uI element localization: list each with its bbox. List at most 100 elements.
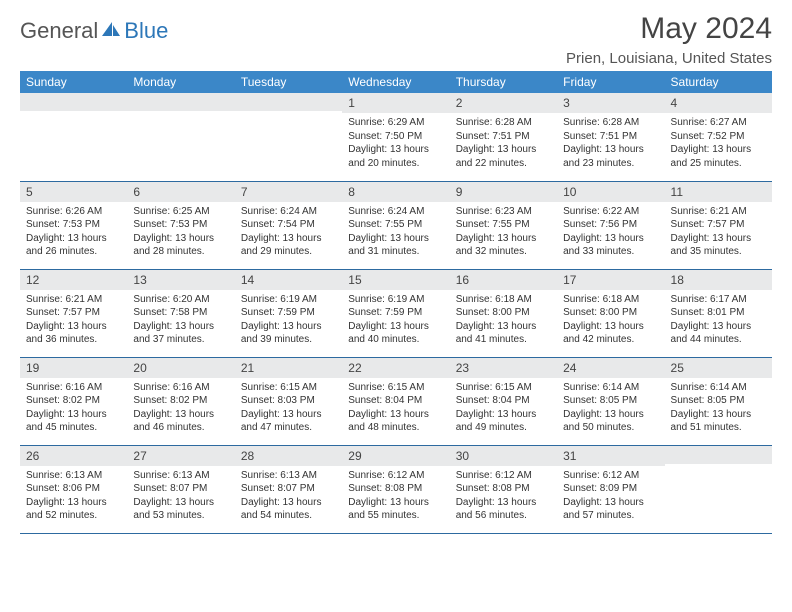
day-content: Sunrise: 6:15 AMSunset: 8:04 PMDaylight:… (450, 378, 557, 441)
day-content: Sunrise: 6:28 AMSunset: 7:51 PMDaylight:… (557, 113, 664, 176)
day-content: Sunrise: 6:25 AMSunset: 7:53 PMDaylight:… (127, 202, 234, 265)
day-content: Sunrise: 6:19 AMSunset: 7:59 PMDaylight:… (235, 290, 342, 353)
sunrise-text: Sunrise: 6:12 AM (563, 469, 658, 483)
day-cell: 5Sunrise: 6:26 AMSunset: 7:53 PMDaylight… (20, 181, 127, 269)
day-content: Sunrise: 6:16 AMSunset: 8:02 PMDaylight:… (127, 378, 234, 441)
day-content: Sunrise: 6:16 AMSunset: 8:02 PMDaylight:… (20, 378, 127, 441)
sunset-text: Sunset: 7:54 PM (241, 218, 336, 232)
logo-sail-icon (100, 20, 122, 43)
day-cell: 17Sunrise: 6:18 AMSunset: 8:00 PMDayligh… (557, 269, 664, 357)
sunrise-text: Sunrise: 6:14 AM (671, 381, 766, 395)
daylight-text-2: and 28 minutes. (133, 245, 228, 259)
daylight-text-1: Daylight: 13 hours (133, 232, 228, 246)
daylight-text-2: and 48 minutes. (348, 421, 443, 435)
day-number: 25 (665, 358, 772, 378)
sunset-text: Sunset: 8:00 PM (563, 306, 658, 320)
sunrise-text: Sunrise: 6:15 AM (241, 381, 336, 395)
sunrise-text: Sunrise: 6:23 AM (456, 205, 551, 219)
day-content: Sunrise: 6:29 AMSunset: 7:50 PMDaylight:… (342, 113, 449, 176)
day-header-monday: Monday (127, 71, 234, 93)
day-content: Sunrise: 6:28 AMSunset: 7:51 PMDaylight:… (450, 113, 557, 176)
day-number: 1 (342, 93, 449, 113)
sunrise-text: Sunrise: 6:25 AM (133, 205, 228, 219)
sunrise-text: Sunrise: 6:13 AM (241, 469, 336, 483)
daylight-text-2: and 25 minutes. (671, 157, 766, 171)
day-number: 20 (127, 358, 234, 378)
daylight-text-1: Daylight: 13 hours (348, 320, 443, 334)
day-cell: 23Sunrise: 6:15 AMSunset: 8:04 PMDayligh… (450, 357, 557, 445)
daylight-text-1: Daylight: 13 hours (348, 496, 443, 510)
sunset-text: Sunset: 7:56 PM (563, 218, 658, 232)
day-number: 27 (127, 446, 234, 466)
day-content: Sunrise: 6:26 AMSunset: 7:53 PMDaylight:… (20, 202, 127, 265)
day-content: Sunrise: 6:21 AMSunset: 7:57 PMDaylight:… (665, 202, 772, 265)
daylight-text-1: Daylight: 13 hours (241, 320, 336, 334)
day-content: Sunrise: 6:12 AMSunset: 8:09 PMDaylight:… (557, 466, 664, 529)
sunset-text: Sunset: 7:59 PM (241, 306, 336, 320)
day-number (127, 93, 234, 111)
day-content: Sunrise: 6:23 AMSunset: 7:55 PMDaylight:… (450, 202, 557, 265)
calendar-page: General Blue May 2024 Prien, Louisiana, … (0, 0, 792, 546)
day-cell (665, 445, 772, 533)
sunrise-text: Sunrise: 6:15 AM (456, 381, 551, 395)
sunrise-text: Sunrise: 6:29 AM (348, 116, 443, 130)
day-content: Sunrise: 6:13 AMSunset: 8:07 PMDaylight:… (127, 466, 234, 529)
day-cell: 24Sunrise: 6:14 AMSunset: 8:05 PMDayligh… (557, 357, 664, 445)
daylight-text-2: and 46 minutes. (133, 421, 228, 435)
day-cell: 8Sunrise: 6:24 AMSunset: 7:55 PMDaylight… (342, 181, 449, 269)
day-number: 24 (557, 358, 664, 378)
day-cell: 29Sunrise: 6:12 AMSunset: 8:08 PMDayligh… (342, 445, 449, 533)
day-number: 10 (557, 182, 664, 202)
sunrise-text: Sunrise: 6:22 AM (563, 205, 658, 219)
daylight-text-1: Daylight: 13 hours (671, 408, 766, 422)
week-row: 19Sunrise: 6:16 AMSunset: 8:02 PMDayligh… (20, 357, 772, 445)
day-content: Sunrise: 6:27 AMSunset: 7:52 PMDaylight:… (665, 113, 772, 176)
sunset-text: Sunset: 7:52 PM (671, 130, 766, 144)
sunset-text: Sunset: 7:53 PM (133, 218, 228, 232)
day-cell: 9Sunrise: 6:23 AMSunset: 7:55 PMDaylight… (450, 181, 557, 269)
daylight-text-2: and 39 minutes. (241, 333, 336, 347)
daylight-text-2: and 36 minutes. (26, 333, 121, 347)
day-number: 22 (342, 358, 449, 378)
sunset-text: Sunset: 8:08 PM (456, 482, 551, 496)
day-cell: 18Sunrise: 6:17 AMSunset: 8:01 PMDayligh… (665, 269, 772, 357)
day-cell: 21Sunrise: 6:15 AMSunset: 8:03 PMDayligh… (235, 357, 342, 445)
daylight-text-1: Daylight: 13 hours (241, 232, 336, 246)
day-cell: 19Sunrise: 6:16 AMSunset: 8:02 PMDayligh… (20, 357, 127, 445)
sunset-text: Sunset: 8:01 PM (671, 306, 766, 320)
day-number (665, 446, 772, 464)
daylight-text-1: Daylight: 13 hours (133, 320, 228, 334)
day-cell: 16Sunrise: 6:18 AMSunset: 8:00 PMDayligh… (450, 269, 557, 357)
sunrise-text: Sunrise: 6:28 AM (456, 116, 551, 130)
sunrise-text: Sunrise: 6:21 AM (26, 293, 121, 307)
day-content: Sunrise: 6:17 AMSunset: 8:01 PMDaylight:… (665, 290, 772, 353)
sunrise-text: Sunrise: 6:19 AM (348, 293, 443, 307)
daylight-text-2: and 57 minutes. (563, 509, 658, 523)
daylight-text-2: and 54 minutes. (241, 509, 336, 523)
week-row: 12Sunrise: 6:21 AMSunset: 7:57 PMDayligh… (20, 269, 772, 357)
daylight-text-2: and 55 minutes. (348, 509, 443, 523)
daylight-text-2: and 49 minutes. (456, 421, 551, 435)
day-cell (20, 93, 127, 181)
day-number: 13 (127, 270, 234, 290)
day-content: Sunrise: 6:18 AMSunset: 8:00 PMDaylight:… (450, 290, 557, 353)
daylight-text-2: and 35 minutes. (671, 245, 766, 259)
sunset-text: Sunset: 7:51 PM (456, 130, 551, 144)
day-number: 6 (127, 182, 234, 202)
day-number: 30 (450, 446, 557, 466)
day-number: 28 (235, 446, 342, 466)
day-cell: 25Sunrise: 6:14 AMSunset: 8:05 PMDayligh… (665, 357, 772, 445)
sunrise-text: Sunrise: 6:13 AM (26, 469, 121, 483)
day-number: 2 (450, 93, 557, 113)
day-content: Sunrise: 6:12 AMSunset: 8:08 PMDaylight:… (450, 466, 557, 529)
sunrise-text: Sunrise: 6:21 AM (671, 205, 766, 219)
daylight-text-1: Daylight: 13 hours (456, 143, 551, 157)
day-number: 18 (665, 270, 772, 290)
day-number: 31 (557, 446, 664, 466)
day-cell: 15Sunrise: 6:19 AMSunset: 7:59 PMDayligh… (342, 269, 449, 357)
day-cell (127, 93, 234, 181)
sunset-text: Sunset: 8:00 PM (456, 306, 551, 320)
daylight-text-1: Daylight: 13 hours (26, 408, 121, 422)
sunset-text: Sunset: 8:08 PM (348, 482, 443, 496)
day-header-row: Sunday Monday Tuesday Wednesday Thursday… (20, 71, 772, 93)
